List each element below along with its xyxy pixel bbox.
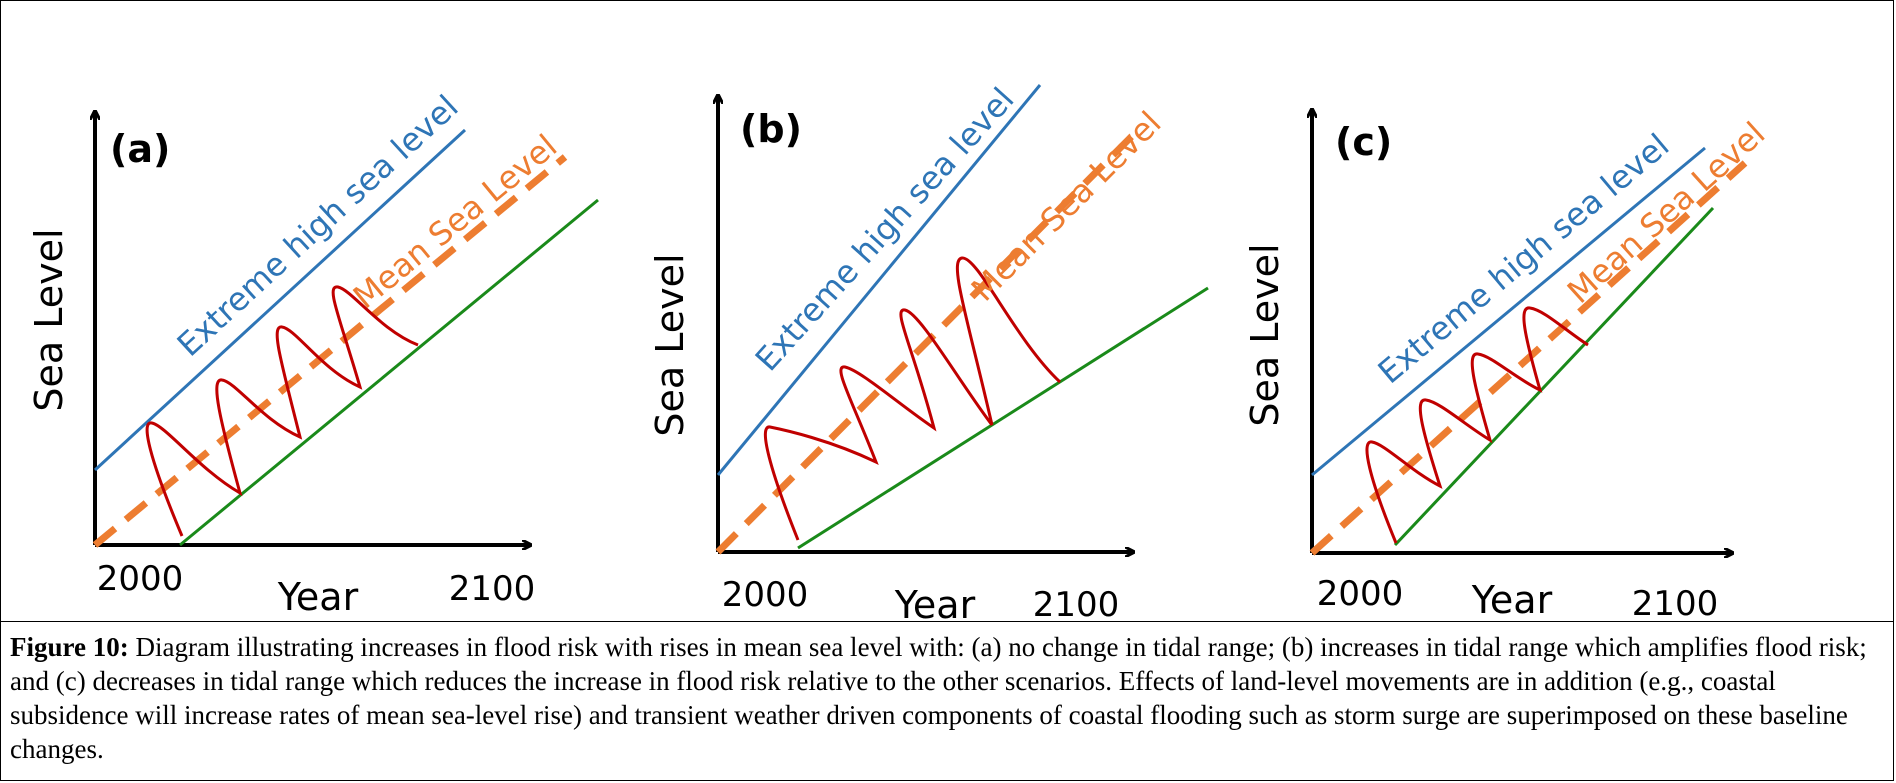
caption-label: Figure 10:	[10, 632, 129, 662]
tidal-curve-b	[763, 256, 1062, 541]
mean-sea-level-line-a	[92, 154, 568, 548]
x-axis-label-a: Year	[277, 575, 359, 619]
mean-sea-level-line-c	[1309, 160, 1748, 556]
figure-area: (a) Sea Level Year 2000 2100 Extreme hig…	[27, 80, 1772, 627]
x-end-label-a: 2100	[449, 569, 536, 609]
caption-text: Diagram illustrating increases in flood …	[10, 632, 1867, 764]
panel-label-a: (a)	[110, 127, 170, 171]
x-axis-label-b: Year	[894, 583, 976, 622]
panel-label-c: (c)	[1335, 120, 1392, 164]
panel-label-b: (b)	[740, 107, 802, 151]
panel-a: (a) Sea Level Year 2000 2100 Extreme hig…	[27, 87, 599, 619]
panel-c: (c) Sea Level Year 2000 2100 Extreme hig…	[1243, 110, 1772, 624]
caption-divider	[0, 621, 1894, 622]
x-start-label-a: 2000	[97, 559, 184, 599]
tidal-curve-a	[145, 285, 419, 537]
mean-sea-level-line-b	[715, 125, 1143, 555]
panel-b: (b) Sea Level Year 2000 2100 Extreme hig…	[648, 80, 1209, 627]
low-water-line-a	[179, 198, 599, 547]
extreme-high-sea-level-line-c	[1311, 146, 1706, 477]
low-water-line-b	[797, 286, 1209, 550]
y-axis-label-b: Sea Level	[648, 253, 692, 436]
x-start-label-b: 2000	[722, 575, 809, 615]
y-axis-label-c: Sea Level	[1243, 243, 1287, 426]
figure-caption: Figure 10: Diagram illustrating increase…	[10, 630, 1880, 766]
tidal-curve-c	[1365, 306, 1589, 544]
x-end-label-b: 2100	[1033, 585, 1120, 622]
x-axis-label-c: Year	[1471, 578, 1553, 622]
diagram-canvas: (a) Sea Level Year 2000 2100 Extreme hig…	[27, 80, 1772, 627]
low-water-line-c	[1393, 206, 1715, 547]
extreme-high-sea-level-line-a	[93, 128, 467, 472]
y-axis-label-a: Sea Level	[27, 228, 71, 411]
extreme-high-sea-level-line-b	[716, 84, 1042, 476]
x-start-label-c: 2000	[1317, 574, 1404, 614]
x-end-label-c: 2100	[1632, 584, 1719, 622]
